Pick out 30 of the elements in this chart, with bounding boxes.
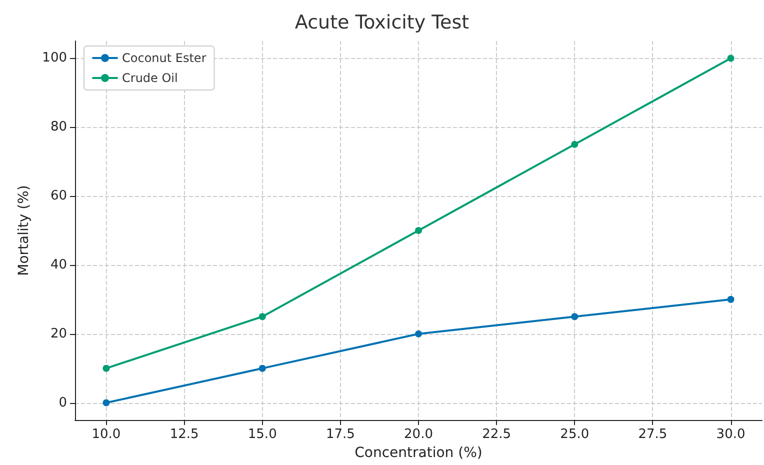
x-tick-label: 10.0 (92, 427, 121, 442)
chart-title: Acute Toxicity Test (294, 12, 470, 34)
y-axis-title: Mortality (%) (16, 185, 32, 276)
x-tick-label: 20.0 (404, 427, 433, 442)
point (727, 54, 734, 62)
point (102, 364, 110, 372)
point (571, 140, 578, 148)
x-tick-label: 25.0 (560, 427, 590, 442)
point (415, 330, 422, 338)
y-tick-label: 20 (50, 326, 67, 342)
x-tick-label: 30.0 (716, 427, 746, 442)
y-tick-label: 60 (50, 188, 67, 204)
y-tick-label: 40 (50, 257, 67, 272)
legend-label: Coconut Ester (122, 51, 206, 65)
point (102, 399, 110, 406)
x-tick-label: 22.5 (482, 427, 512, 442)
x-tick-label: 12.5 (170, 427, 199, 442)
y-tick-label: 0 (58, 395, 67, 410)
point (727, 296, 734, 303)
y-tick-label: 100 (42, 50, 67, 66)
x-tick-label: 17.5 (326, 427, 355, 442)
legend-label: Crude Oil (122, 71, 178, 85)
y-tick-label: 80 (50, 120, 67, 135)
point (415, 227, 422, 234)
x-axis-title: Concentration (%) (354, 445, 482, 461)
point (258, 313, 266, 320)
point (571, 313, 578, 320)
x-tick-label: 27.5 (638, 427, 668, 442)
point (258, 364, 266, 372)
x-tick-label: 15.0 (248, 427, 277, 442)
